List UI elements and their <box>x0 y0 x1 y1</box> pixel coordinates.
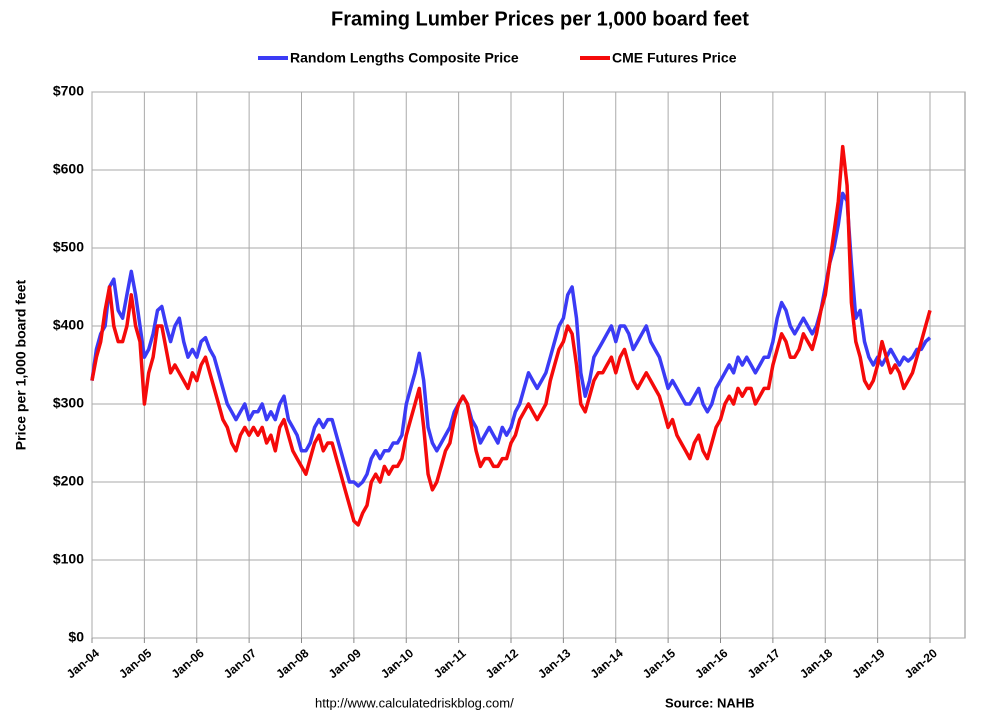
x-tick-label: Jan-10 <box>378 646 416 681</box>
y-tick-label: $200 <box>53 473 84 489</box>
x-tick-label: Jan-13 <box>535 646 573 681</box>
x-tick-label: Jan-06 <box>169 646 207 681</box>
legend-label: CME Futures Price <box>612 50 737 66</box>
x-tick-label: Jan-18 <box>797 646 835 681</box>
x-tick-label: Jan-20 <box>902 646 940 681</box>
legend-label: Random Lengths Composite Price <box>290 50 519 66</box>
y-tick-label: $500 <box>53 239 84 255</box>
y-tick-label: $100 <box>53 551 84 567</box>
series-line <box>90 144 932 527</box>
x-tick-label: Jan-09 <box>326 646 364 681</box>
y-tick-label: $700 <box>53 83 84 99</box>
footer-url: http://www.calculatedriskblog.com/ <box>315 695 514 710</box>
y-tick-label: $0 <box>68 629 84 645</box>
y-tick-label: $300 <box>53 395 84 411</box>
chart-title: Framing Lumber Prices per 1,000 board fe… <box>331 8 749 30</box>
series-line <box>90 191 932 488</box>
x-tick-label: Jan-17 <box>745 646 783 681</box>
x-tick-label: Jan-19 <box>849 646 887 681</box>
x-tick-label: Jan-15 <box>640 646 678 681</box>
y-axis-label: Price per 1,000 board feet <box>13 279 29 450</box>
x-tick-label: Jan-08 <box>273 646 311 681</box>
x-tick-label: Jan-07 <box>221 646 259 681</box>
x-tick-label: Jan-12 <box>483 646 521 681</box>
y-tick-label: $400 <box>53 317 84 333</box>
x-tick-label: Jan-14 <box>588 646 626 681</box>
footer-source: Source: NAHB <box>665 695 755 710</box>
y-tick-label: $600 <box>53 161 84 177</box>
x-tick-label: Jan-16 <box>692 646 730 681</box>
x-tick-label: Jan-11 <box>431 646 469 681</box>
x-tick-label: Jan-04 <box>64 646 102 681</box>
x-tick-label: Jan-05 <box>116 646 154 681</box>
plot-area <box>91 91 966 639</box>
